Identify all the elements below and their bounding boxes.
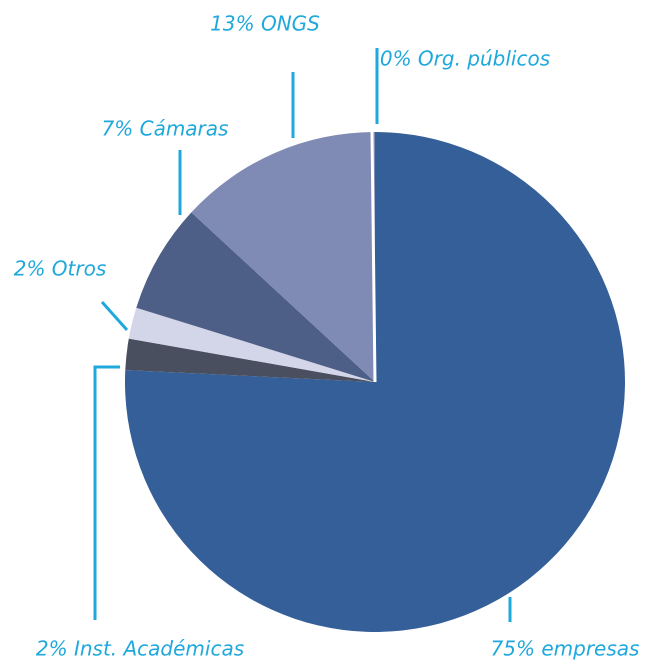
data-label: 2% Otros (14, 257, 107, 281)
pie-slice (191, 132, 375, 382)
data-label: 2% Inst. Académicas (36, 637, 244, 661)
data-label: 75% empresas (491, 637, 640, 661)
data-label: 13% ONGS (210, 12, 320, 36)
data-label: 0% Org. públicos (380, 47, 550, 71)
pie-slice (128, 307, 375, 382)
leader-line (100, 301, 129, 331)
leader-line (93, 365, 120, 620)
pie-slice (370, 132, 377, 383)
pie-slice (136, 212, 375, 382)
pie-slice (125, 338, 375, 382)
data-label: 7% Cámaras (102, 117, 229, 141)
